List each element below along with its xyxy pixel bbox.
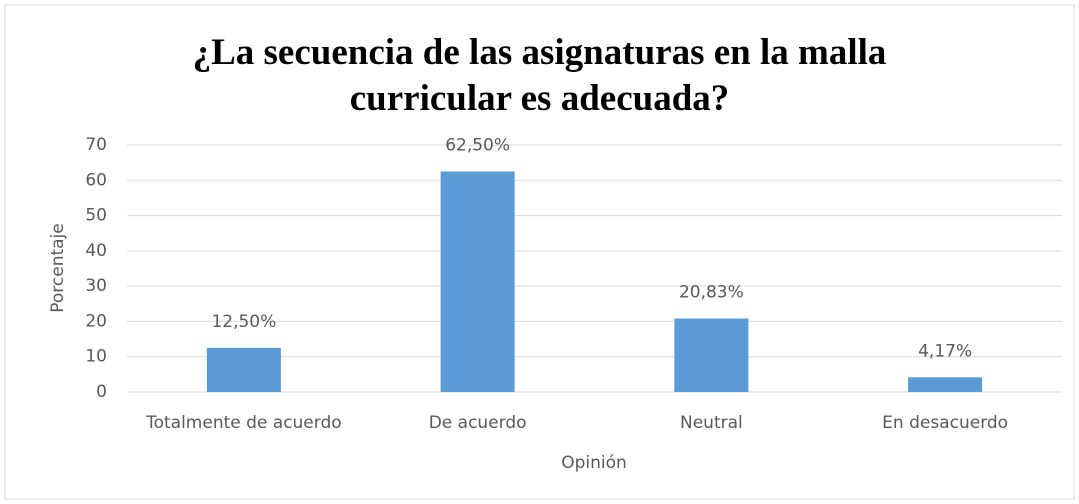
chart-title: ¿La secuencia de las asignaturas en la m…: [192, 32, 887, 119]
x-tick-label: Totalmente de acuerdo: [145, 413, 342, 433]
bar: [440, 171, 515, 392]
chart-border: [4, 4, 1075, 500]
bar: [674, 318, 749, 392]
x-tick-label: De acuerdo: [429, 413, 527, 433]
data-label: 12,50%: [211, 312, 276, 332]
data-label: 20,83%: [679, 282, 744, 302]
y-axis-label: Porcentaje: [48, 223, 68, 313]
y-tick-label: 10: [85, 347, 107, 367]
y-tick-label: 20: [85, 311, 107, 331]
y-tick-label: 0: [96, 382, 107, 402]
y-tick-label: 60: [85, 170, 107, 190]
data-label: 4,17%: [918, 341, 972, 361]
x-axis-label: Opinión: [561, 453, 627, 473]
x-tick-label: En desacuerdo: [882, 413, 1008, 433]
data-label: 62,50%: [445, 135, 510, 155]
bar: [908, 377, 983, 392]
y-tick-label: 40: [85, 241, 107, 261]
bar: [206, 347, 281, 392]
y-tick-label: 30: [85, 276, 107, 296]
title-box: ¿La secuencia de las asignaturas en la m…: [0, 30, 1079, 122]
y-tick-label: 70: [85, 135, 107, 155]
x-tick-label: Neutral: [680, 413, 743, 433]
y-tick-label: 50: [85, 206, 107, 226]
